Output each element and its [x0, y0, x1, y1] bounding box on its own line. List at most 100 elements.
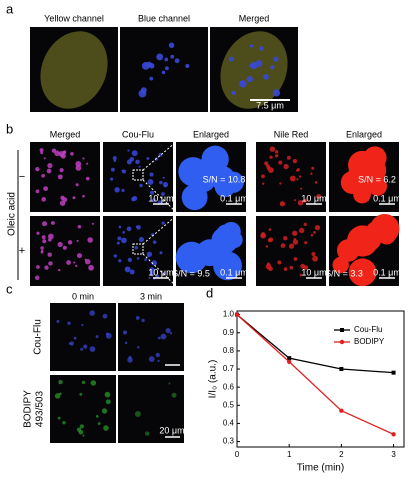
column-header: Yellow channel	[44, 13, 104, 23]
signal-spot	[289, 265, 294, 270]
signal-spot	[298, 175, 302, 178]
signal-spot	[151, 260, 157, 266]
signal-spot	[47, 233, 54, 240]
signal-spot	[60, 153, 66, 159]
panel-label: d	[206, 285, 213, 300]
signal-spot	[149, 267, 155, 273]
data-point	[287, 356, 292, 361]
panel-label: b	[6, 121, 13, 136]
signal-spot	[279, 182, 282, 185]
y-tick-label: 0.3	[223, 437, 235, 446]
column-header: 3 min	[140, 291, 162, 301]
signal-spot	[293, 257, 298, 261]
signal-spot	[165, 328, 171, 334]
signal-spot	[265, 263, 272, 270]
signal-spot	[268, 166, 271, 169]
signal-spot	[80, 347, 84, 351]
signal-spot	[151, 198, 157, 203]
signal-spot	[144, 431, 150, 436]
data-point	[339, 367, 344, 372]
signal-spot	[86, 162, 89, 165]
signal-spot	[159, 180, 163, 185]
signal-spot	[35, 166, 40, 172]
signal-spot	[95, 335, 99, 339]
signal-spot	[159, 251, 163, 255]
signal-spot	[310, 233, 314, 237]
signal-spot	[160, 333, 167, 340]
signal-spot	[314, 224, 321, 231]
signal-spot	[59, 200, 66, 206]
signal-spot	[148, 276, 151, 279]
snr-label: S/N = 9.5	[172, 268, 210, 278]
signal-spot	[56, 319, 60, 323]
column-header: 0 min	[72, 291, 94, 301]
signal-spot	[126, 159, 132, 165]
signal-spot	[196, 239, 224, 267]
signal-spot	[231, 90, 236, 95]
signal-spot	[48, 261, 53, 266]
signal-spot	[139, 183, 143, 188]
signal-spot	[316, 194, 322, 200]
y-tick-label: 0.7	[223, 364, 235, 373]
signal-spot	[292, 239, 299, 245]
signal-spot	[113, 254, 117, 258]
scale-bar-label: 10 μm	[148, 267, 173, 277]
signal-spot	[268, 167, 274, 174]
signal-spot	[82, 194, 85, 198]
signal-spot	[87, 237, 93, 243]
signal-spot	[89, 310, 95, 316]
signal-spot	[249, 63, 254, 68]
signal-spot	[124, 341, 128, 345]
signal-spot	[300, 187, 303, 190]
signal-spot	[121, 169, 124, 172]
signal-spot	[117, 236, 122, 241]
x-tick-label: 0	[235, 450, 240, 459]
signal-spot	[275, 154, 279, 158]
signal-spot	[311, 252, 316, 257]
row-title: Oleic acid	[7, 192, 18, 236]
signal-spot	[278, 160, 283, 165]
signal-spot	[59, 392, 62, 396]
signal-spot	[174, 58, 180, 64]
signal-spot	[34, 275, 40, 281]
signal-spot	[90, 380, 97, 386]
signal-spot	[59, 168, 64, 173]
signal-spot	[36, 265, 40, 269]
row-label: −	[19, 171, 25, 183]
signal-spot	[131, 150, 138, 157]
signal-spot	[57, 174, 63, 180]
signal-spot	[161, 221, 165, 225]
signal-spot	[66, 260, 71, 265]
column-header: Blue channel	[138, 13, 190, 23]
signal-spot	[286, 155, 291, 160]
signal-spot	[79, 392, 83, 396]
signal-spot	[81, 380, 86, 385]
signal-spot	[41, 235, 46, 240]
signal-spot	[112, 156, 117, 161]
signal-spot	[164, 66, 169, 71]
snr-label: S/N = 10.8	[203, 174, 246, 184]
signal-spot	[88, 264, 94, 271]
signal-spot	[62, 420, 66, 425]
signal-spot	[300, 263, 306, 269]
signal-spot	[144, 258, 148, 262]
signal-spot	[178, 157, 208, 187]
signal-spot	[67, 321, 71, 325]
signal-spot	[274, 150, 279, 154]
signal-spot	[54, 393, 61, 399]
zoom-lines	[142, 215, 177, 287]
snr-label: S/N = 6.2	[358, 174, 396, 184]
signal-spot	[296, 168, 300, 172]
legend-label: BODIPY	[354, 337, 385, 346]
signal-spot	[67, 240, 73, 245]
signal-spot	[210, 166, 235, 191]
column-header: Nile Red	[274, 129, 309, 139]
x-tick-label: 3	[391, 450, 396, 459]
signal-spot	[75, 183, 79, 187]
signal-spot	[95, 414, 99, 418]
signal-spot	[354, 163, 374, 183]
signal-spot	[170, 54, 175, 59]
signal-spot	[70, 152, 74, 156]
signal-spot	[304, 241, 308, 245]
signal-spot	[51, 148, 57, 153]
